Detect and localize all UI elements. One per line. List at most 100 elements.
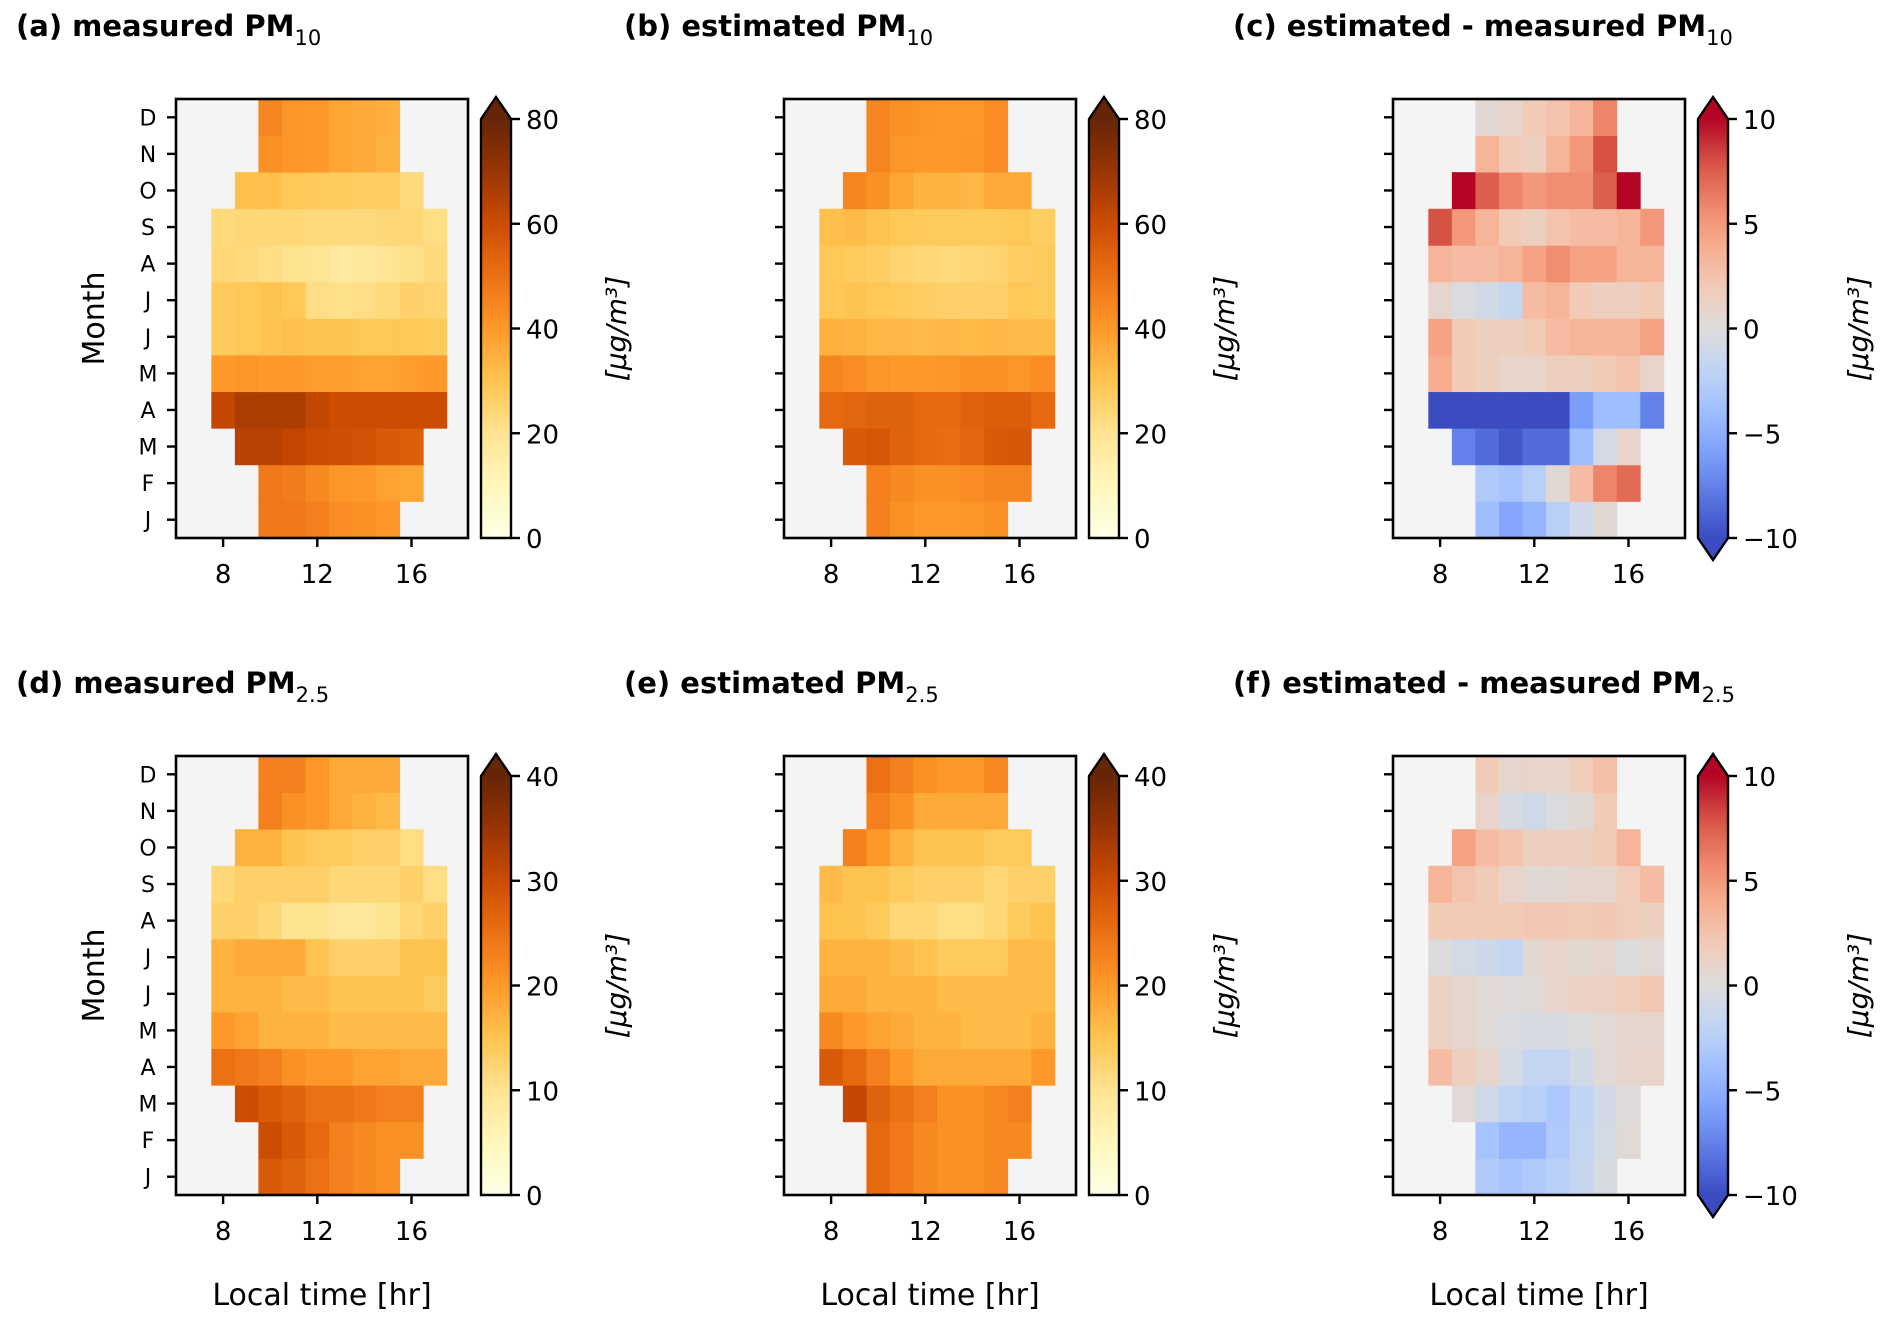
heatmap-cell <box>1616 938 1641 976</box>
x-axis-label: Local time [hr] <box>1429 1278 1648 1313</box>
heatmap-cell <box>819 391 844 429</box>
heatmap-cell <box>842 865 867 903</box>
heatmap-cell <box>234 938 259 976</box>
heatmap-cell <box>1546 355 1571 393</box>
heatmap-cell <box>281 135 306 173</box>
x-tick-label: 12 <box>909 1217 942 1247</box>
heatmap-cell <box>913 1085 938 1123</box>
heatmap-cell <box>1498 245 1523 283</box>
heatmap-cell <box>1475 1158 1500 1196</box>
heatmap-cell <box>889 1158 914 1196</box>
heatmap-cell <box>305 829 330 867</box>
heatmap-cell <box>258 975 283 1013</box>
y-tick-label: M <box>139 436 158 461</box>
x-tick-label: 16 <box>395 560 428 590</box>
heatmap-cell <box>889 501 914 539</box>
heatmap-cell <box>352 1012 377 1050</box>
y-tick-label: M <box>139 1019 158 1044</box>
heatmap-cell <box>1498 902 1523 940</box>
heatmap-cell <box>984 792 1009 830</box>
heatmap-cell <box>399 1048 424 1086</box>
heatmap-cell <box>305 865 330 903</box>
heatmap-cell <box>937 355 962 393</box>
heatmap-cell <box>1546 318 1571 356</box>
heatmap-cell <box>1546 99 1571 136</box>
heatmap-cell <box>889 756 914 793</box>
heatmap-cell <box>842 281 867 319</box>
heatmap-cell <box>258 1121 283 1159</box>
heatmap-cell <box>258 938 283 976</box>
heatmap-cell <box>211 355 236 393</box>
heatmap-cell <box>1031 318 1056 356</box>
heatmap-cell <box>866 1048 891 1086</box>
heatmap-cell <box>1569 281 1594 319</box>
heatmap-cell <box>1498 792 1523 830</box>
heatmap-cell <box>1498 281 1523 319</box>
y-tick-label: A <box>140 253 155 278</box>
heatmap-cell <box>1640 1048 1665 1086</box>
heatmap-cell <box>1007 902 1032 940</box>
y-tick-label: O <box>139 179 156 204</box>
heatmap-cell <box>913 318 938 356</box>
heatmap-cell <box>866 792 891 830</box>
heatmap-cell <box>984 428 1009 466</box>
heatmap-cell <box>984 318 1009 356</box>
heatmap-cell <box>819 902 844 940</box>
heatmap-cell <box>281 938 306 976</box>
heatmap-cell <box>1451 281 1476 319</box>
heatmap-cell <box>1593 902 1618 940</box>
heatmap-cell <box>1475 501 1500 539</box>
heatmap-cell <box>1498 135 1523 173</box>
heatmap-cell <box>913 902 938 940</box>
heatmap-cell <box>842 902 867 940</box>
heatmap-cell <box>1569 1085 1594 1123</box>
colorbar-gradient <box>481 119 511 538</box>
heatmap-cell <box>1475 902 1500 940</box>
heatmap-cell <box>1428 1048 1453 1086</box>
heatmap-cell <box>1522 208 1547 246</box>
heatmap-cell <box>842 829 867 867</box>
heatmap-cell <box>305 756 330 793</box>
heatmap-cell <box>1546 1158 1571 1196</box>
heatmap-cell <box>399 975 424 1013</box>
heatmap-cell <box>1569 1012 1594 1050</box>
x-tick-label: 8 <box>1432 560 1449 590</box>
heatmap-cell <box>842 355 867 393</box>
heatmap-cell <box>211 208 236 246</box>
y-tick-label: O <box>139 836 156 861</box>
heatmap-cell <box>211 1048 236 1086</box>
heatmap-cell <box>352 464 377 502</box>
heatmap-cell <box>866 829 891 867</box>
heatmap-cell <box>281 464 306 502</box>
heatmap-cell <box>1593 99 1618 136</box>
heatmap-cell <box>1451 865 1476 903</box>
heatmap-cell <box>1428 865 1453 903</box>
panel-title-main: (f) estimated - measured PM <box>1233 666 1702 700</box>
x-tick-label: 12 <box>301 560 334 590</box>
colorbar: 0 20 40 60 80 [μg/m³] <box>1087 94 1241 555</box>
heatmap-cell <box>984 1012 1009 1050</box>
heatmap-cell <box>866 975 891 1013</box>
heatmap-cell <box>1007 355 1032 393</box>
heatmap-cell <box>960 208 985 246</box>
heatmap-cell <box>960 501 985 539</box>
heatmap-cell <box>819 1048 844 1086</box>
colorbar-tick-label: 0 <box>1134 1182 1151 1212</box>
colorbar-label: [μg/m³] <box>1208 276 1241 381</box>
heatmap-cell <box>889 902 914 940</box>
heatmap-cell <box>1498 172 1523 210</box>
heatmap-cell <box>1522 1121 1547 1159</box>
plot-frame <box>782 754 1078 1197</box>
x-tick-label: 12 <box>909 560 942 590</box>
heatmap-cell <box>1475 135 1500 173</box>
heatmap-cell <box>376 1085 401 1123</box>
heatmap-cell <box>1593 355 1618 393</box>
heatmap-cell <box>305 1012 330 1050</box>
heatmap-cell <box>234 1048 259 1086</box>
colorbar-gradient <box>1698 119 1728 538</box>
heatmap-cell <box>1428 208 1453 246</box>
heatmap-cell <box>1451 938 1476 976</box>
heatmap-cell <box>1640 208 1665 246</box>
heatmap-cell <box>305 902 330 940</box>
